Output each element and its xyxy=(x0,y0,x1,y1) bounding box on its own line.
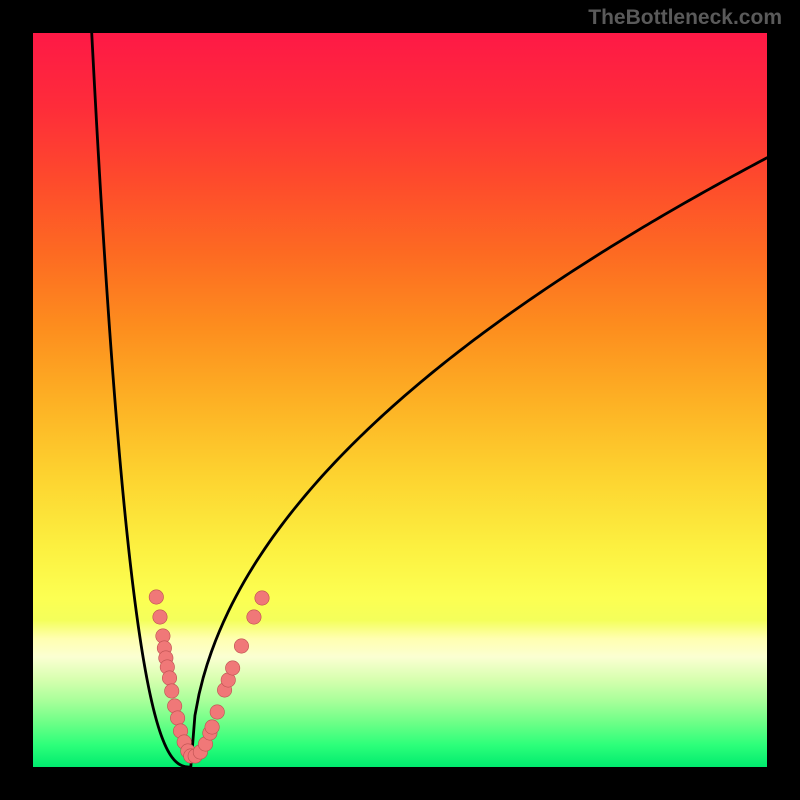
data-marker xyxy=(162,671,176,685)
data-marker xyxy=(234,639,248,653)
watermark-text: TheBottleneck.com xyxy=(588,6,782,30)
data-marker xyxy=(210,705,224,719)
data-marker xyxy=(149,590,163,604)
data-marker xyxy=(205,720,219,734)
data-marker xyxy=(225,661,239,675)
data-marker xyxy=(255,591,269,605)
bottleneck-chart xyxy=(0,0,800,800)
data-marker xyxy=(170,711,184,725)
chart-container: TheBottleneck.com xyxy=(0,0,800,800)
data-marker xyxy=(247,610,261,624)
data-marker xyxy=(153,610,167,624)
data-marker xyxy=(165,684,179,698)
